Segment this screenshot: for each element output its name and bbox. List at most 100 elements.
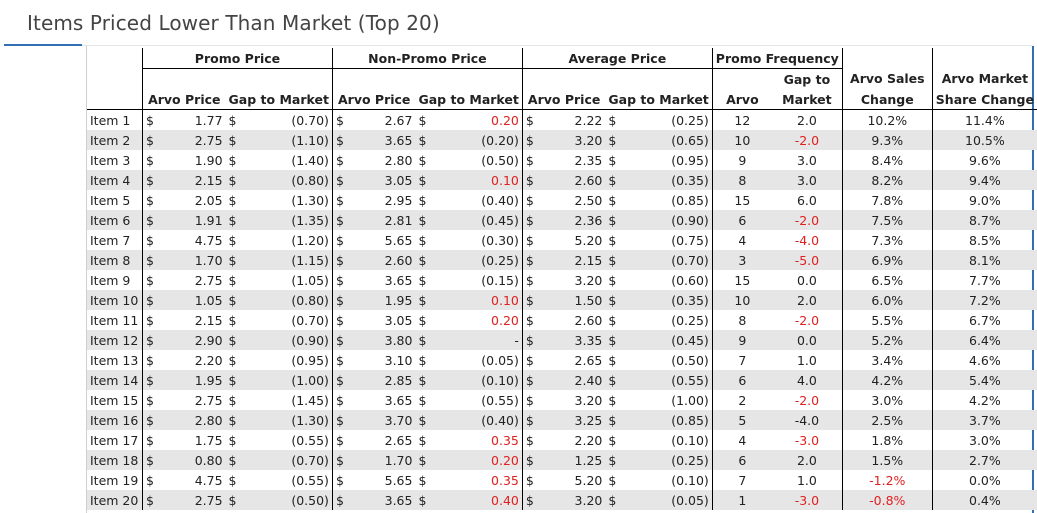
currency-symbol: $ — [146, 132, 154, 148]
currency-symbol: $ — [146, 212, 154, 228]
table-row: Item 13 $2.20 $ (0.95) $3.10 $ (0.05) $2.65 $ (0.… — [87, 350, 1037, 370]
currency-symbol: $ — [525, 492, 534, 508]
currency-symbol: $ — [335, 172, 344, 188]
header-nonpromo-gap: Gap to Market — [415, 89, 523, 110]
currency-symbol: $ — [335, 412, 344, 428]
table-row: Item 10 $1.05 $ (0.80) $1.95 $0.10 $1.50 $ (0.35… — [87, 290, 1037, 310]
money-value: 2.15 — [194, 312, 223, 328]
money-cell: $3.25 — [522, 410, 606, 430]
item-name-cell: Item 15 — [87, 390, 144, 410]
money-value: 2.75 — [194, 492, 223, 508]
money-cell: $2.60 — [332, 250, 416, 270]
frequency-gap-cell: -4.0 — [771, 230, 843, 250]
table-row: Item 1 $1.77 $ (0.70) $2.67 $0.20 $2.22 $ (0.25)… — [87, 109, 1037, 130]
money-value: (1.10) — [291, 132, 329, 148]
money-cell: $0.80 — [142, 450, 226, 470]
currency-symbol: $ — [146, 172, 154, 188]
currency-symbol: $ — [608, 412, 617, 428]
money-cell: $5.20 — [522, 230, 605, 250]
money-value: (0.35) — [671, 172, 709, 188]
money-cell: $ (0.10) — [415, 370, 523, 390]
money-value: 5.20 — [574, 232, 603, 248]
money-cell: $2.80 — [332, 150, 415, 170]
money-cell: $3.65 — [332, 270, 415, 290]
money-cell: $2.60 — [522, 310, 605, 330]
money-cell: $ (0.80) — [225, 170, 333, 190]
currency-symbol: $ — [335, 212, 344, 228]
money-value: 2.15 — [574, 252, 603, 268]
money-cell: $1.70 — [142, 250, 226, 270]
table-row: Item 12 $2.90 $ (0.90) $3.80 $ - $3.35 $ (0.45) 9 0… — [87, 330, 1037, 350]
money-cell: $ (0.25) — [605, 310, 713, 330]
frequency-gap-cell: -4.0 — [771, 410, 843, 430]
money-value: 3.20 — [574, 492, 603, 508]
table-row: Item 19 $4.75 $ (0.55) $5.65 $0.35 $5.20 $ (0.10… — [87, 470, 1037, 490]
promo-frequency-cell: 6 — [712, 370, 772, 390]
frequency-gap-cell: 2.0 — [771, 290, 843, 310]
money-cell: $ (0.85) — [605, 190, 713, 210]
frequency-gap-cell: -3.0 — [771, 430, 843, 450]
money-cell: $3.35 — [522, 330, 606, 350]
item-name-cell: Item 17 — [87, 430, 144, 450]
money-cell: $2.65 — [522, 350, 605, 370]
money-cell: $1.70 — [332, 450, 416, 470]
money-value: (0.70) — [291, 452, 329, 468]
market-share-change-cell: 4.6% — [969, 352, 1001, 368]
money-value: 5.65 — [384, 472, 413, 488]
money-cell: $ (0.80) — [225, 290, 333, 310]
money-value: (0.25) — [671, 452, 709, 468]
money-cell: $5.65 — [332, 230, 415, 250]
market-share-change-cell: 6.7% — [969, 312, 1001, 328]
currency-symbol: $ — [418, 212, 427, 228]
money-cell: $ (1.35) — [225, 210, 333, 230]
money-value: 2.75 — [194, 132, 223, 148]
item-name-cell: Item 8 — [87, 250, 144, 270]
money-value: (0.50) — [481, 152, 519, 168]
money-value: 3.20 — [574, 272, 603, 288]
currency-symbol: $ — [608, 372, 617, 388]
blank-cell — [415, 68, 523, 89]
money-value: (0.50) — [671, 352, 709, 368]
money-value: 2.60 — [574, 312, 603, 328]
money-value: (0.45) — [671, 332, 709, 348]
currency-symbol: $ — [228, 112, 237, 128]
currency-symbol: $ — [525, 112, 534, 128]
money-cell: $2.65 — [332, 430, 415, 450]
corner-cell-2 — [87, 68, 144, 89]
money-cell: $ (0.40) — [415, 410, 523, 430]
market-share-change-cell: 3.0% — [969, 432, 1001, 448]
currency-symbol: $ — [228, 212, 237, 228]
money-value: (0.55) — [291, 472, 329, 488]
currency-symbol: $ — [228, 352, 237, 368]
money-value: 2.65 — [384, 432, 413, 448]
money-value: 2.35 — [574, 152, 603, 168]
sub-header-row-2: Arvo Price Gap to Market Arvo Price Gap … — [87, 89, 1037, 110]
money-cell: $3.65 — [332, 390, 415, 410]
promo-frequency-cell: 5 — [712, 410, 772, 430]
promo-frequency-cell: 15 — [734, 192, 751, 208]
money-cell: $3.20 — [522, 130, 606, 150]
money-value: 3.65 — [384, 492, 413, 508]
money-value: 2.81 — [384, 212, 413, 228]
money-cell: $ (1.00) — [225, 370, 333, 390]
frequency-gap-cell: -2.0 — [771, 310, 843, 330]
currency-symbol: $ — [525, 352, 534, 368]
money-cell: $ (1.40) — [225, 150, 333, 170]
money-value: 2.80 — [194, 412, 223, 428]
header-promo-gap: Gap to Market — [225, 89, 333, 110]
money-cell: $ (0.50) — [605, 350, 713, 370]
money-cell: $1.90 — [143, 150, 226, 170]
frequency-gap-cell: 4.0 — [771, 370, 843, 390]
money-value: 1.75 — [194, 432, 223, 448]
currency-symbol: $ — [608, 452, 617, 468]
title-accent-line — [4, 44, 82, 46]
money-value: (1.40) — [291, 152, 329, 168]
currency-symbol: $ — [146, 412, 154, 428]
money-value: 2.20 — [574, 432, 603, 448]
sales-change-cell: 5.5% — [842, 310, 933, 330]
money-value: 2.50 — [574, 192, 603, 208]
currency-symbol: $ — [418, 412, 427, 428]
group-promo-frequency: Promo Frequency — [712, 48, 843, 69]
money-value: 2.15 — [194, 172, 223, 188]
money-value: 2.60 — [574, 172, 603, 188]
